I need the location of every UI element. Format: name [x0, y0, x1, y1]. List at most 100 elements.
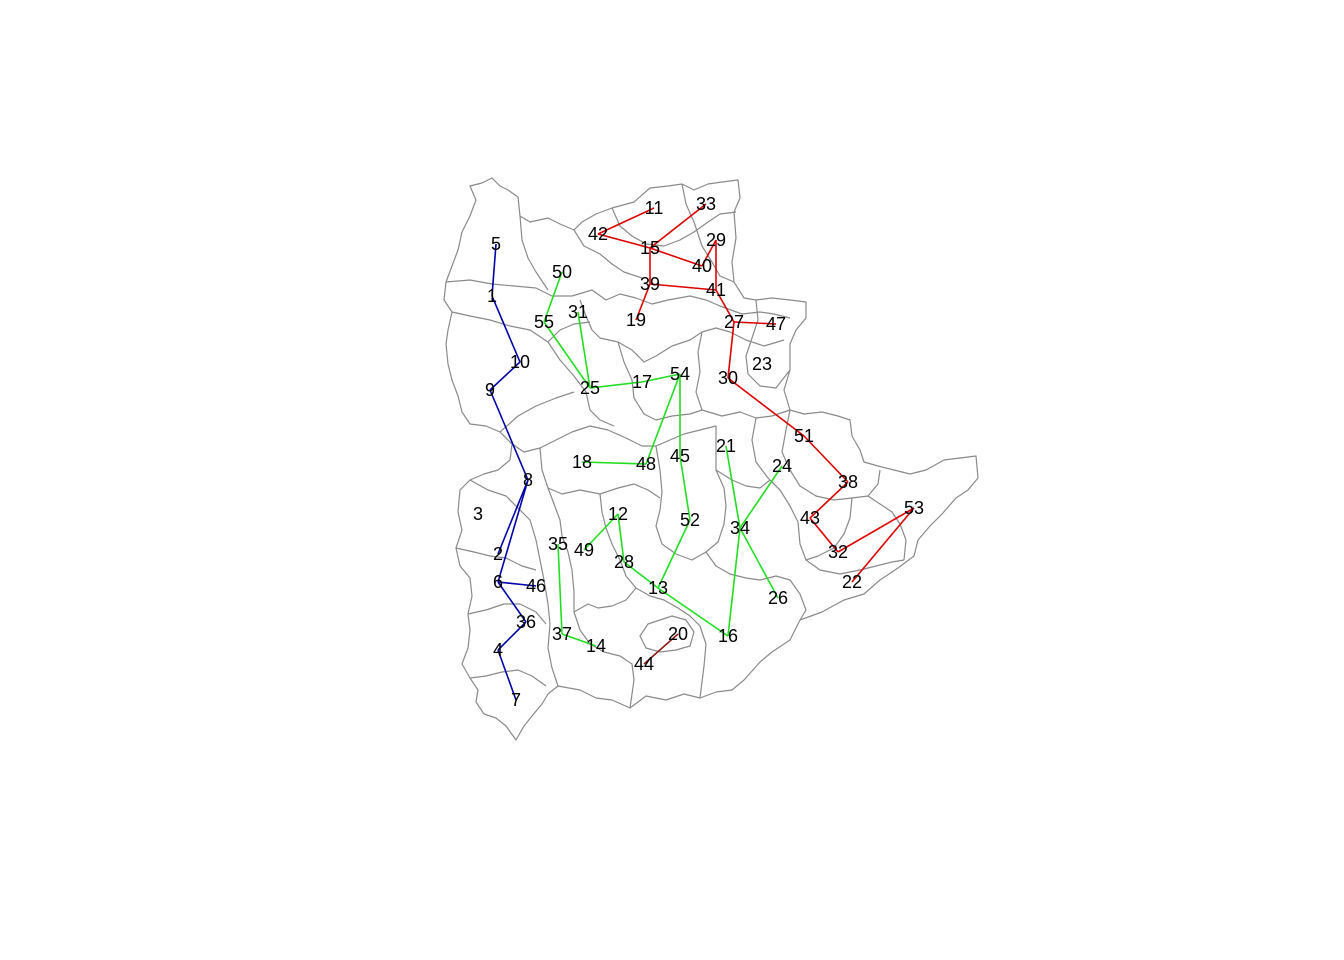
region-boundary [573, 587, 637, 613]
node-label-49: 49 [574, 540, 594, 560]
edge-green-25-17 [589, 381, 643, 389]
edge-green-18-48 [581, 461, 647, 465]
region-boundary [469, 479, 559, 687]
edge-red-41-27 [715, 289, 735, 323]
node-label-4: 4 [493, 640, 503, 660]
edge-green-31-25 [577, 311, 591, 389]
edge-dark-red-20-44 [643, 633, 679, 665]
node-label-5: 5 [491, 234, 501, 254]
node-label-48: 48 [636, 454, 656, 474]
edge-blue-5-1 [491, 243, 497, 297]
node-label-51: 51 [794, 426, 814, 446]
edge-green-13-16 [657, 587, 729, 637]
node-label-36: 36 [516, 612, 536, 632]
edge-green-50-55 [543, 271, 563, 323]
node-label-1: 1 [487, 286, 497, 306]
region-boundary [511, 425, 717, 453]
node-label-44: 44 [634, 654, 654, 674]
node-label-14: 14 [586, 636, 606, 656]
node-label-43: 43 [800, 508, 820, 528]
edge-red-53-22 [851, 507, 915, 583]
node-label-37: 37 [552, 624, 572, 644]
node-label-47: 47 [766, 314, 786, 334]
region-boundary [539, 447, 661, 499]
region-boundary [499, 391, 575, 433]
edge-blue-8-2 [497, 479, 529, 555]
edge-green-34-26 [739, 527, 779, 599]
region-boundary [579, 299, 601, 339]
edge-green-54-48 [645, 373, 681, 465]
edge-green-55-25 [543, 321, 591, 389]
region-boundary [705, 551, 807, 621]
edge-red-38-43 [809, 481, 849, 519]
edge-green-35-37 [557, 543, 563, 635]
region-boundary [599, 327, 785, 363]
node-label-19: 19 [626, 310, 646, 330]
node-label-16: 16 [718, 626, 738, 646]
region-boundary [611, 207, 737, 247]
region-boundary [655, 426, 727, 561]
node-label-17: 17 [632, 372, 652, 392]
node-label-23: 23 [752, 354, 772, 374]
node-label-20: 20 [668, 624, 688, 644]
region-boundary [805, 497, 853, 561]
node-label-53: 53 [904, 498, 924, 518]
node-label-24: 24 [772, 456, 792, 476]
node-label-13: 13 [648, 578, 668, 598]
edge-blue-1-10 [491, 295, 521, 363]
region-boundary [451, 311, 615, 427]
node-label-8: 8 [523, 470, 533, 490]
node-label-3: 3 [473, 504, 483, 524]
edge-red-39-19 [635, 283, 651, 321]
region-boundary [635, 295, 791, 319]
edge-blue-6-36 [497, 581, 527, 623]
edge-blue-36-4 [497, 621, 527, 651]
node-label-45: 45 [670, 446, 690, 466]
edge-red-39-41 [649, 283, 717, 291]
edge-red-42-15 [597, 233, 651, 249]
node-label-32: 32 [828, 542, 848, 562]
edge-blue-10-9 [489, 361, 521, 391]
node-label-50: 50 [552, 262, 572, 282]
edge-green-21-34 [725, 445, 741, 529]
node-label-31: 31 [568, 302, 588, 322]
edge-blue-9-8 [489, 389, 529, 481]
edge-blue-6-46 [497, 581, 537, 587]
node-label-41: 41 [706, 280, 726, 300]
node-label-2: 2 [493, 544, 503, 564]
edge-green-45-52 [679, 455, 691, 521]
node-label-40: 40 [692, 256, 712, 276]
edge-blue-4-7 [497, 649, 517, 701]
edge-green-28-13 [623, 561, 659, 589]
edge-green-24-34 [739, 465, 783, 529]
edge-blue-8-6 [497, 479, 529, 583]
region-boundary [715, 469, 781, 491]
edge-red-30-51 [727, 377, 805, 437]
region-boundary [681, 183, 735, 283]
region-boundary [469, 669, 547, 687]
node-label-30: 30 [718, 368, 738, 388]
region-boundary [467, 603, 547, 625]
edge-red-51-38 [803, 435, 849, 483]
edge-green-17-54 [641, 373, 681, 383]
node-label-52: 52 [680, 510, 700, 530]
region-boundary [547, 321, 591, 343]
edge-green-12-49 [583, 513, 619, 551]
edge-red-32-53 [837, 507, 915, 553]
node-label-39: 39 [640, 274, 660, 294]
node-label-55: 55 [534, 312, 554, 332]
edge-red-27-47 [733, 321, 777, 325]
node-label-18: 18 [572, 452, 592, 472]
node-label-33: 33 [696, 194, 716, 214]
edge-red-27-30 [727, 321, 735, 379]
map-outline [443, 177, 979, 741]
node-label-46: 46 [526, 576, 546, 596]
node-label-27: 27 [724, 312, 744, 332]
region-boundary [519, 215, 549, 291]
edge-green-12-28 [617, 513, 625, 563]
node-label-9: 9 [485, 380, 495, 400]
edge-red-42-11 [597, 207, 655, 235]
node-label-54: 54 [670, 364, 690, 384]
node-label-10: 10 [510, 352, 530, 372]
